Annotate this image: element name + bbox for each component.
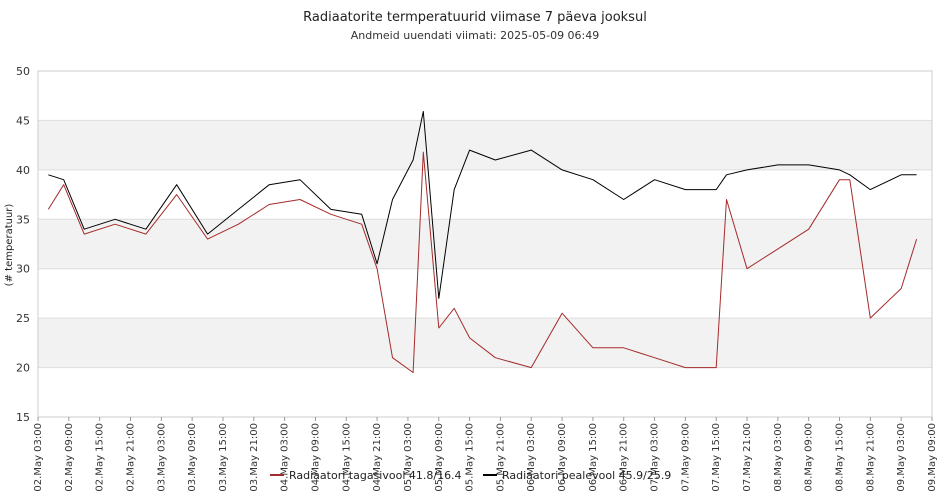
x-tick-label: 07.May 21:00 (742, 423, 753, 492)
x-tick-label: 07.May 15:00 (711, 423, 722, 492)
x-tick-label: 02.May 03:00 (33, 423, 44, 492)
x-tick-label: 06.May 15:00 (588, 423, 599, 492)
x-tick-label: 08.May 09:00 (804, 423, 815, 492)
x-tick-label: 05.May 03:00 (403, 423, 414, 492)
x-tick-label: 03.May 09:00 (187, 423, 198, 492)
plot-frame (37, 70, 933, 418)
x-tick-label: 09.May 09:00 (927, 423, 938, 492)
x-tick-label: 03.May 15:00 (218, 423, 229, 492)
x-tick-label: 04.May 15:00 (341, 423, 352, 492)
plot-bands (38, 120, 932, 368)
x-tick-label: 06.May 21:00 (619, 423, 630, 492)
x-tick-label: 06.May 09:00 (557, 423, 568, 492)
x-tick-label: 03.May 03:00 (156, 423, 167, 492)
plot-band (38, 120, 932, 170)
x-tick-label: 04.May 21:00 (372, 423, 383, 492)
series-line-2 (48, 111, 917, 299)
y-axis-ticks: 15 20 25 30 35 40 45 50 (16, 65, 30, 424)
x-tick-label: 08.May 03:00 (773, 423, 784, 492)
y-tick-label: 25 (16, 312, 30, 325)
series-line-1 (47, 151, 918, 373)
x-tick-label: 08.May 21:00 (865, 423, 876, 492)
x-tick-label: 02.May 09:00 (64, 423, 75, 492)
y-tick-label: 45 (16, 114, 30, 127)
x-tick-label: 02.May 21:00 (125, 423, 136, 492)
chart-subtitle: Andmeid uuendati viimati: 2025-05-09 06:… (351, 29, 600, 42)
x-tick-label: 06.May 03:00 (526, 423, 537, 492)
x-tick-label: 05.May 09:00 (434, 423, 445, 492)
y-tick-label: 20 (16, 362, 30, 375)
series-lines (47, 111, 918, 373)
y-tick-label: 30 (16, 263, 30, 276)
x-axis-ticks: 02.May 03:00 02.May 09:00 02.May 15:00 02.M… (33, 417, 938, 492)
legend: Radiaatori tagasivool 41.8/16.4 Radiaator… (270, 469, 671, 482)
x-tick-label: 05.May 21:00 (495, 423, 506, 492)
gridlines (38, 70, 932, 418)
y-axis-label: (# temperatuur) (4, 204, 15, 287)
legend-label-1: Radiaatori tagasivool 41.8/16.4 (289, 469, 462, 482)
x-tick-label: 04.May 09:00 (310, 423, 321, 492)
x-tick-label: 07.May 09:00 (680, 423, 691, 492)
x-tick-label: 07.May 03:00 (650, 423, 661, 492)
y-tick-label: 15 (16, 411, 30, 424)
x-tick-label: 04.May 03:00 (280, 423, 291, 492)
plot-band (38, 219, 932, 269)
y-tick-label: 50 (16, 65, 30, 78)
y-tick-label: 35 (16, 213, 30, 226)
x-tick-label: 02.May 15:00 (95, 423, 106, 492)
y-tick-label: 40 (16, 164, 30, 177)
plot-band (38, 318, 932, 368)
x-tick-label: 05.May 15:00 (465, 423, 476, 492)
x-tick-label: 03.May 21:00 (249, 423, 260, 492)
legend-label-2: Radiaatori pealevool 45.9/25.9 (502, 469, 671, 482)
chart-title: Radiaatorite termperatuurid viimase 7 pä… (303, 10, 647, 25)
x-tick-label: 08.May 15:00 (835, 423, 846, 492)
x-tick-label: 09.May 03:00 (896, 423, 907, 492)
